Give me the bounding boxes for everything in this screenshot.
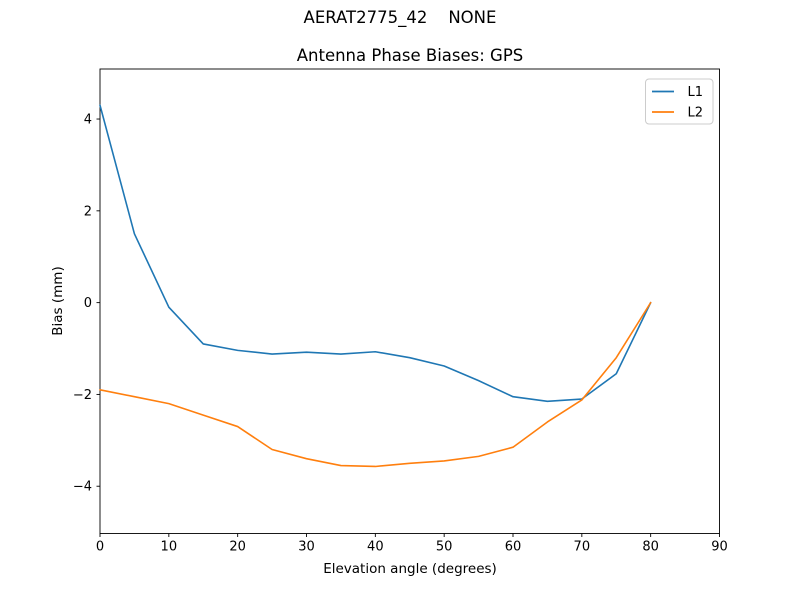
- y-tick-label: 2: [84, 204, 92, 219]
- x-tick-label: 10: [161, 540, 178, 555]
- x-tick-label: 40: [367, 540, 384, 555]
- y-tick-label: −2: [73, 388, 92, 403]
- x-tick-label: 90: [711, 540, 728, 555]
- legend-label-l2: L2: [688, 106, 704, 121]
- chart-title: Antenna Phase Biases: GPS: [296, 46, 524, 65]
- x-tick-label: 20: [229, 540, 246, 555]
- figure-suptitle: AERAT2775_42 NONE: [303, 8, 497, 27]
- x-tick-label: 60: [505, 540, 522, 555]
- x-tick-label: 50: [436, 540, 453, 555]
- x-tick-label: 70: [574, 540, 591, 555]
- x-tick-label: 30: [298, 540, 315, 555]
- y-tick-label: −4: [73, 480, 92, 495]
- y-axis-label: Bias (mm): [50, 266, 66, 336]
- series-line-l1: [99, 104, 652, 403]
- legend-label-l1: L1: [688, 85, 704, 100]
- axes-frame: [99, 68, 720, 534]
- x-axis-label: Elevation angle (degrees): [323, 561, 497, 577]
- x-tick-label: 80: [642, 540, 659, 555]
- y-tick-label: 4: [84, 113, 92, 128]
- x-tick-label: 0: [96, 540, 104, 555]
- y-tick-label: 0: [84, 296, 92, 311]
- series-line-l2: [99, 301, 652, 468]
